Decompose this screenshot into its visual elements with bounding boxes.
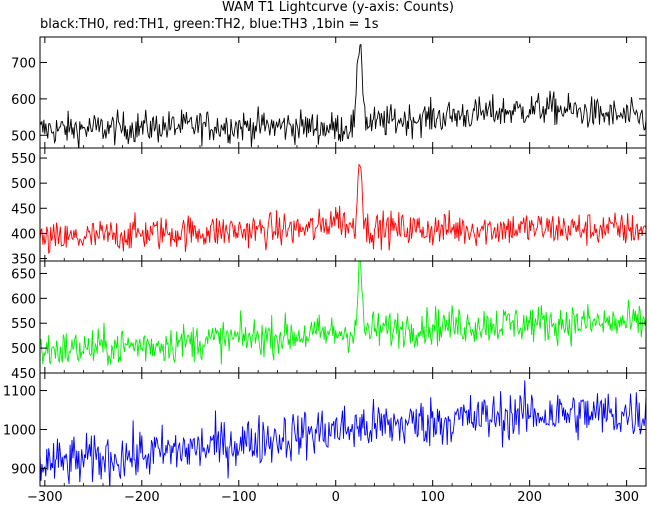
x-tick-label: 100 xyxy=(420,490,445,505)
y-tick-label: 450 xyxy=(11,367,36,382)
series-line-th0 xyxy=(40,43,646,148)
series-line-th3 xyxy=(40,380,646,486)
y-tick-label: 1100 xyxy=(3,385,36,400)
y-tick-label: 450 xyxy=(11,202,36,217)
x-tick-label: −100 xyxy=(221,490,257,505)
series-line-th1 xyxy=(40,163,646,255)
x-tick-label: 300 xyxy=(614,490,639,505)
y-tick-label: 500 xyxy=(11,129,36,144)
y-tick-label: 550 xyxy=(11,317,36,332)
y-tick-label: 550 xyxy=(11,152,36,167)
x-tick-label: −200 xyxy=(124,490,160,505)
y-tick-label: 600 xyxy=(11,292,36,307)
y-tick-label: 600 xyxy=(11,93,36,108)
chart-title: WAM T1 Lightcurve (y-axis: Counts) xyxy=(222,0,454,15)
chart-subtitle: black:TH0, red:TH1, green:TH2, blue:TH3 … xyxy=(40,17,379,32)
y-tick-label: 900 xyxy=(11,462,36,477)
series-line-th2 xyxy=(40,261,646,366)
y-tick-label: 500 xyxy=(11,177,36,192)
y-tick-label: 350 xyxy=(11,252,36,267)
y-tick-label: 650 xyxy=(11,267,36,282)
panel-frame-th2 xyxy=(39,260,647,374)
y-tick-label: 400 xyxy=(11,227,36,242)
x-tick-label: 200 xyxy=(517,490,542,505)
y-tick-label: 700 xyxy=(11,56,36,71)
y-tick-label: 1000 xyxy=(3,424,36,439)
x-tick-label: −300 xyxy=(27,490,63,505)
x-tick-label: 0 xyxy=(332,490,340,505)
y-tick-label: 500 xyxy=(11,342,36,357)
